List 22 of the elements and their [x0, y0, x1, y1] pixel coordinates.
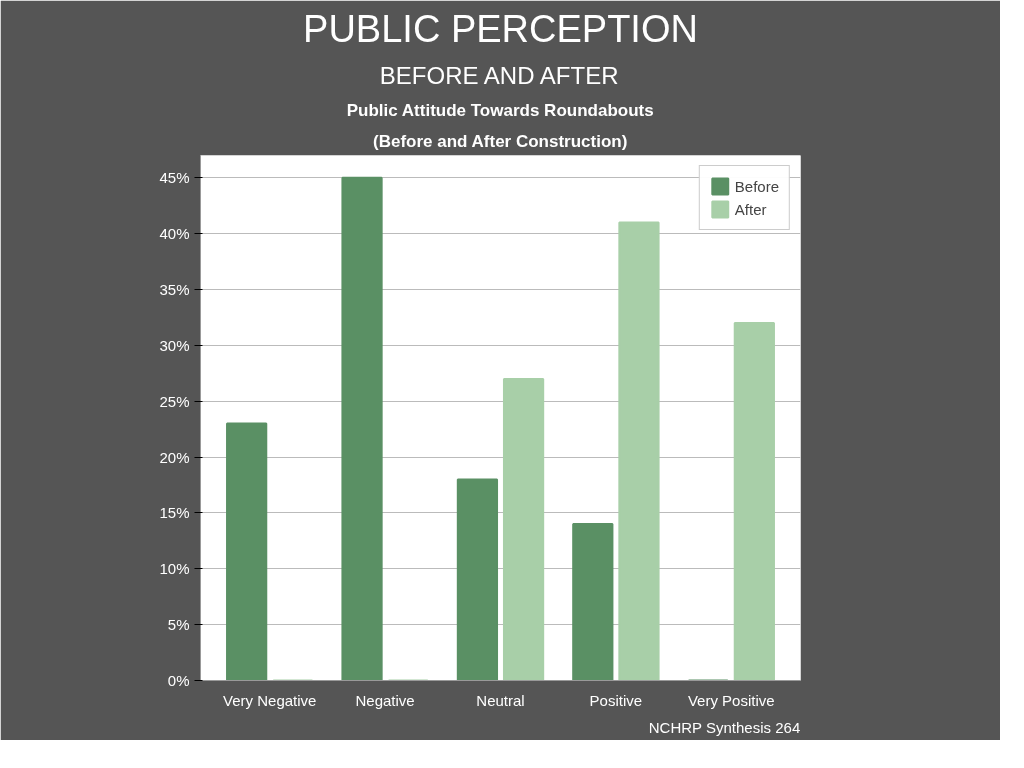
x-tick-label: Very Negative	[223, 691, 317, 709]
y-tick-label: 15%	[159, 504, 190, 522]
y-tick-label: 25%	[159, 392, 190, 410]
chart-subtitle: BEFORE AND AFTER	[379, 61, 619, 89]
chart-title: PUBLIC PERCEPTION	[303, 7, 698, 50]
y-tick-label: 0%	[167, 672, 190, 689]
y-tick-label: 20%	[159, 448, 190, 466]
text: (Before and After Construction)	[373, 131, 628, 151]
legend-label: Before	[734, 177, 779, 195]
x-tick-label: Negative	[355, 691, 415, 709]
x-tick-label: Neutral	[476, 691, 525, 709]
text: Public Attitude Towards Roundabouts	[346, 100, 654, 120]
y-tick-label: 30%	[159, 336, 190, 354]
y-tick-label: 35%	[159, 281, 190, 299]
legend-label: After	[734, 200, 767, 218]
y-tick-label: 45%	[159, 169, 190, 187]
y-tick-label: 40%	[159, 225, 190, 243]
x-tick-label: Positive	[589, 691, 643, 709]
y-tick-label: 10%	[159, 560, 190, 578]
x-tick-label: Very Positive	[687, 691, 775, 709]
y-tick-label: 5%	[167, 616, 190, 634]
text: NCHRP Synthesis 264	[648, 718, 801, 736]
